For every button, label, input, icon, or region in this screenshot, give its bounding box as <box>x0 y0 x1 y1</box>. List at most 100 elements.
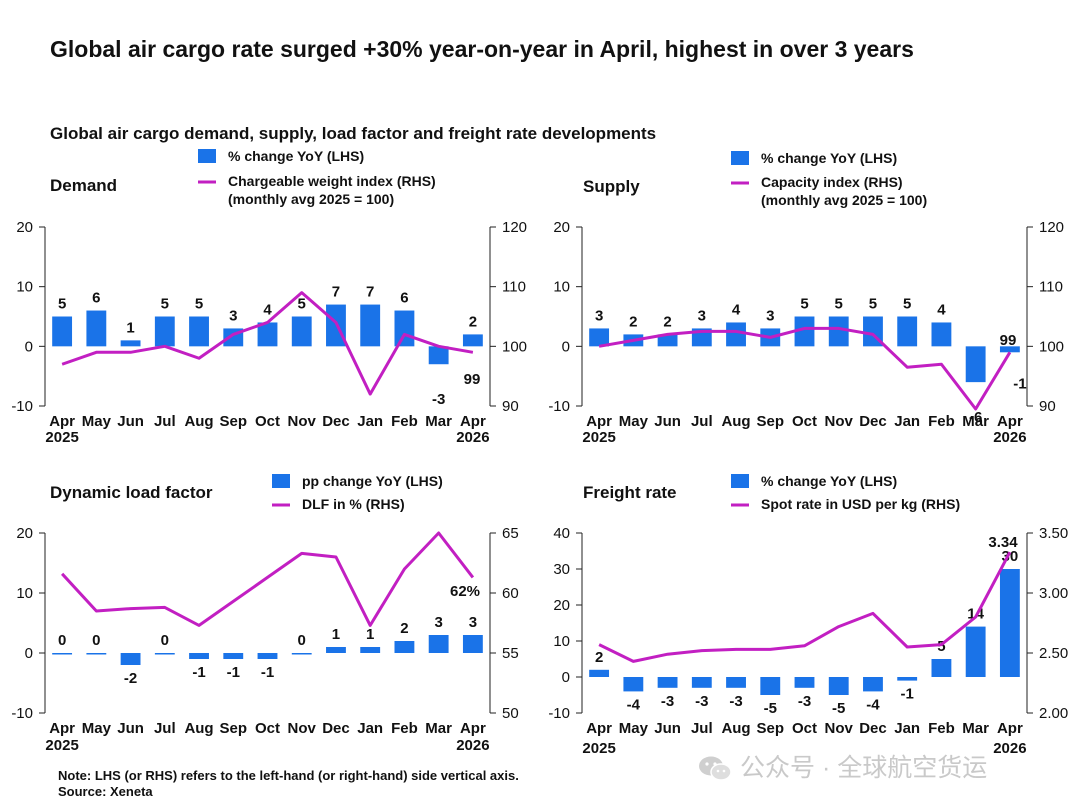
y-tick-label-left: 20 <box>553 219 570 236</box>
bar-value-label: 3 <box>595 307 603 324</box>
x-tick-label: Apr <box>586 720 612 737</box>
bar <box>828 316 849 347</box>
x-tick-label: Nov <box>825 413 854 430</box>
x-tick-label: Dec <box>322 720 350 737</box>
bar <box>897 316 918 347</box>
bar-value-label: 5 <box>800 296 808 313</box>
x-year-label: 2026 <box>456 737 489 754</box>
y-tick-label-left: 10 <box>553 633 570 650</box>
bar-value-label: -1 <box>192 664 205 681</box>
bar-value-label: 2 <box>469 313 477 330</box>
bar-value-label: 5 <box>195 296 203 313</box>
chart-title: Demand <box>50 176 117 195</box>
bar <box>326 647 346 653</box>
x-tick-label: Jan <box>357 720 383 737</box>
bar-value-label: 5 <box>937 638 945 655</box>
x-tick-label: Apr <box>460 720 486 737</box>
bar <box>394 641 415 653</box>
bar-value-label: 3 <box>698 307 706 324</box>
bar-value-label: 0 <box>58 632 66 649</box>
x-tick-label: Aug <box>721 720 750 737</box>
bar <box>965 346 986 383</box>
x-tick-label: Sep <box>757 720 785 737</box>
x-tick-label: May <box>619 413 649 430</box>
bar <box>657 334 678 347</box>
x-tick-label: Feb <box>928 720 955 737</box>
bar-value-label: 0 <box>161 632 169 649</box>
bar <box>257 653 278 659</box>
bar-value-label: 5 <box>161 296 169 313</box>
y-tick-label-right: 50 <box>502 705 519 722</box>
x-tick-label: Jul <box>691 413 713 430</box>
y-tick-label-left: -10 <box>548 705 570 722</box>
bar <box>360 647 381 653</box>
x-tick-label: Feb <box>391 720 418 737</box>
bar <box>931 322 952 347</box>
bar-value-label: 7 <box>366 284 374 301</box>
bar-value-label: 2 <box>400 620 408 637</box>
x-tick-label: Sep <box>757 413 785 430</box>
legend-line-label: Spot rate in USD per kg (RHS) <box>761 496 960 512</box>
x-tick-label: May <box>619 720 649 737</box>
x-tick-label: Mar <box>425 720 452 737</box>
bar-value-label: 1 <box>366 626 374 643</box>
bar <box>428 346 449 365</box>
series-line <box>598 551 1012 663</box>
legend-bar-label: % change YoY (LHS) <box>228 148 364 164</box>
series-line <box>61 531 475 627</box>
legend-line-label: Capacity index (RHS) <box>761 174 903 190</box>
bar-value-label: 4 <box>263 301 272 318</box>
line-end-label: 62% <box>450 583 480 600</box>
bar-value-label: -5 <box>764 700 777 717</box>
x-tick-label: Oct <box>792 720 817 737</box>
bar-value-label: 2 <box>663 313 671 330</box>
legend-line-label: Chargeable weight index (RHS) <box>228 173 436 189</box>
bar-value-label: 3 <box>434 614 442 631</box>
bar <box>86 310 107 347</box>
bar <box>52 653 73 655</box>
legend-bar-label: pp change YoY (LHS) <box>302 473 443 489</box>
y-tick-label-right: 2.00 <box>1039 705 1068 722</box>
bar-value-label: 0 <box>298 632 306 649</box>
bar-value-label: 5 <box>903 296 911 313</box>
bar-value-label: 2 <box>629 313 637 330</box>
bar-value-label: 0 <box>92 632 100 649</box>
bar-value-label: -4 <box>627 696 641 713</box>
bar-value-label: -2 <box>124 670 137 687</box>
x-tick-label: Mar <box>962 413 989 430</box>
bar <box>931 659 952 677</box>
bar-value-label: -6 <box>969 409 982 426</box>
legend-bar-swatch <box>731 151 749 165</box>
x-tick-label: Dec <box>859 413 887 430</box>
legend-bar-swatch <box>272 474 290 488</box>
x-tick-label: Jan <box>894 720 920 737</box>
bar-value-label: -3 <box>695 693 708 710</box>
bar-value-label: 7 <box>332 284 340 301</box>
legend-line-label: DLF in % (RHS) <box>302 496 405 512</box>
chart-title: Dynamic load factor <box>50 483 213 502</box>
x-tick-label: Apr <box>586 413 612 430</box>
bar <box>657 677 678 688</box>
watermark: 公众号 · 全球航空货运 <box>698 748 987 784</box>
series-line <box>598 326 1012 411</box>
x-tick-label: Nov <box>288 413 317 430</box>
legend-bar-label: % change YoY (LHS) <box>761 150 897 166</box>
legend-bar-swatch <box>731 474 749 488</box>
bar-value-label: 5 <box>298 296 306 313</box>
x-tick-label: Oct <box>255 720 280 737</box>
x-tick-label: Dec <box>859 720 887 737</box>
bar <box>726 677 746 688</box>
bar <box>291 653 312 655</box>
bar-value-label: 4 <box>937 301 946 318</box>
y-tick-label-left: 0 <box>562 669 570 686</box>
bar-value-label: -3 <box>661 693 674 710</box>
bar <box>760 677 781 695</box>
y-tick-label-left: 20 <box>553 597 570 614</box>
bar-value-label: 3 <box>229 307 237 324</box>
x-year-label: 2026 <box>993 429 1026 446</box>
legend-bar-swatch <box>198 149 216 163</box>
bar <box>394 310 415 347</box>
bar <box>154 653 175 655</box>
x-tick-label: Mar <box>425 413 452 430</box>
